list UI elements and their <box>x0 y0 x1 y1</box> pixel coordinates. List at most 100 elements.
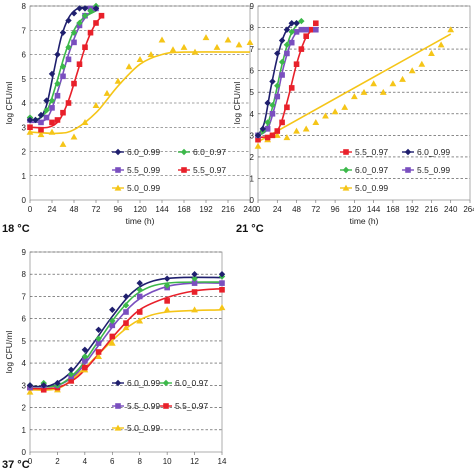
data-point-5.5_0.97 <box>303 33 309 39</box>
legend-label: 5.5_0.97 <box>175 401 208 411</box>
data-point-6.0_0.99 <box>59 29 67 36</box>
data-point-5.5_0.97 <box>60 109 66 116</box>
data-point-5.0_0.99 <box>437 41 445 48</box>
data-point-5.0_0.99 <box>125 63 133 70</box>
data-point-5.5_0.99 <box>293 29 300 35</box>
data-point-5.5_0.99 <box>288 39 295 46</box>
x-tick-label: 240 <box>243 205 257 214</box>
legend-label: 5.5_0.99 <box>127 165 160 175</box>
data-point-6.0_0.97 <box>136 286 143 293</box>
legend: 6.0_0.99 6.0_0.97 5.5_0.99 5.5_0.97 5.0_0.99 <box>112 147 226 193</box>
x-axis-label: time (h) <box>126 216 155 226</box>
legend-marker <box>162 379 170 387</box>
data-point-5.0_0.99 <box>136 55 144 62</box>
data-point-5.5_0.97 <box>95 349 102 355</box>
data-point-6.0_0.97 <box>81 12 89 19</box>
data-point-5.5_0.97 <box>191 289 198 295</box>
chart-panel-2: 012345678902468101214time (h)log CFU/ml3… <box>2 248 227 470</box>
data-point-6.0_0.99 <box>26 382 34 389</box>
y-tick-label: 0 <box>22 196 27 205</box>
y-tick-label: 3 <box>250 131 255 140</box>
data-point-6.0_0.97 <box>122 302 130 309</box>
data-point-5.5_0.97 <box>109 333 116 340</box>
data-point-6.0_0.99 <box>76 5 83 12</box>
data-point-5.0_0.99 <box>26 128 34 135</box>
data-point-5.5_0.97 <box>27 124 33 131</box>
data-point-5.0_0.99 <box>136 317 144 324</box>
data-point-5.0_0.99 <box>114 77 122 84</box>
data-point-5.5_0.97 <box>54 117 61 123</box>
data-point-5.0_0.99 <box>147 51 155 58</box>
data-point-6.0_0.99 <box>26 116 34 124</box>
data-point-5.0_0.99 <box>283 134 291 141</box>
data-point-6.0_0.97 <box>59 63 67 70</box>
data-point-5.5_0.97 <box>65 100 72 106</box>
data-point-5.5_0.97 <box>93 20 99 26</box>
x-tick-label: 216 <box>221 205 235 214</box>
legend-marker <box>180 148 188 156</box>
data-point-5.5_0.99 <box>95 340 102 346</box>
data-point-5.0_0.99 <box>418 60 426 67</box>
legend-label: 6.0_0.99 <box>127 147 160 157</box>
y-tick-label: 9 <box>22 248 27 257</box>
data-point-6.0_0.97 <box>264 119 271 126</box>
x-tick-label: 12 <box>190 457 199 466</box>
data-point-6.0_0.99 <box>65 17 72 24</box>
data-point-5.5_0.97 <box>288 85 295 91</box>
y-tick-label: 3 <box>22 123 27 132</box>
data-point-5.5_0.99 <box>264 126 271 132</box>
data-point-5.0_0.99 <box>370 80 378 87</box>
data-point-5.5_0.97 <box>164 298 170 304</box>
data-point-6.0_0.97 <box>43 107 50 114</box>
data-point-5.5_0.99 <box>269 110 276 117</box>
data-point-5.0_0.99 <box>108 339 116 346</box>
temperature-label: 21 °C <box>236 223 264 235</box>
data-point-5.0_0.99 <box>341 103 349 110</box>
y-tick-label: 0 <box>250 196 255 205</box>
legend-marker <box>163 403 169 409</box>
data-point-5.5_0.99 <box>303 26 309 33</box>
data-point-5.0_0.99 <box>26 388 34 395</box>
x-tick-label: 48 <box>292 205 301 214</box>
y-tick-label: 8 <box>250 24 255 33</box>
data-point-5.0_0.99 <box>218 304 226 311</box>
data-point-6.0_0.99 <box>40 382 47 389</box>
data-point-5.5_0.99 <box>38 119 44 126</box>
legend-label: 6.0_0.99 <box>417 147 450 157</box>
data-point-6.0_0.99 <box>32 116 39 124</box>
data-point-5.5_0.99 <box>219 280 225 286</box>
y-axis-label: log CFU/ml <box>4 331 14 374</box>
data-point-6.0_0.99 <box>122 293 130 300</box>
data-point-5.0_0.99 <box>379 88 387 95</box>
y-tick-label: 7 <box>22 26 27 35</box>
y-tick-label: 5 <box>22 75 27 84</box>
fit-line-6.0_0.99 <box>257 21 297 136</box>
data-point-6.0_0.99 <box>43 97 50 104</box>
x-tick-label: 216 <box>425 205 439 214</box>
data-point-5.5_0.99 <box>49 105 55 111</box>
data-point-6.0_0.99 <box>81 346 89 353</box>
data-point-6.0_0.99 <box>288 20 295 27</box>
legend-label: 5.5_0.97 <box>193 165 226 175</box>
data-point-5.0_0.99 <box>191 48 199 55</box>
data-point-5.5_0.99 <box>191 280 198 286</box>
y-tick-label: 1 <box>22 172 27 181</box>
legend-marker <box>404 148 412 156</box>
data-point-6.0_0.99 <box>67 366 75 373</box>
data-point-5.0_0.99 <box>92 102 100 109</box>
data-point-6.0_0.97 <box>163 282 171 289</box>
chart-panel-1: 0 1 2 3 4 5 6 7 8 9 0 24 48 72 96 120 144 168 192 216 240 264… <box>232 2 474 235</box>
y-axis-label: log CFU/ml <box>232 82 242 125</box>
legend: 6.0_0.99 6.0_0.97 5.5_0.99 5.5_0.97 5.0_0.99 <box>112 378 208 433</box>
y-tick-label: 4 <box>22 99 27 108</box>
data-point-5.5_0.97 <box>284 104 290 111</box>
data-point-5.0_0.99 <box>70 133 78 140</box>
x-tick-label: 120 <box>348 205 362 214</box>
y-tick-label: 8 <box>22 270 27 279</box>
y-tick-label: 2 <box>250 153 255 162</box>
x-tick-label: 48 <box>70 205 79 214</box>
y-tick-label: 9 <box>250 2 255 11</box>
x-tick-label: 240 <box>444 205 458 214</box>
data-point-5.0_0.99 <box>224 36 232 43</box>
